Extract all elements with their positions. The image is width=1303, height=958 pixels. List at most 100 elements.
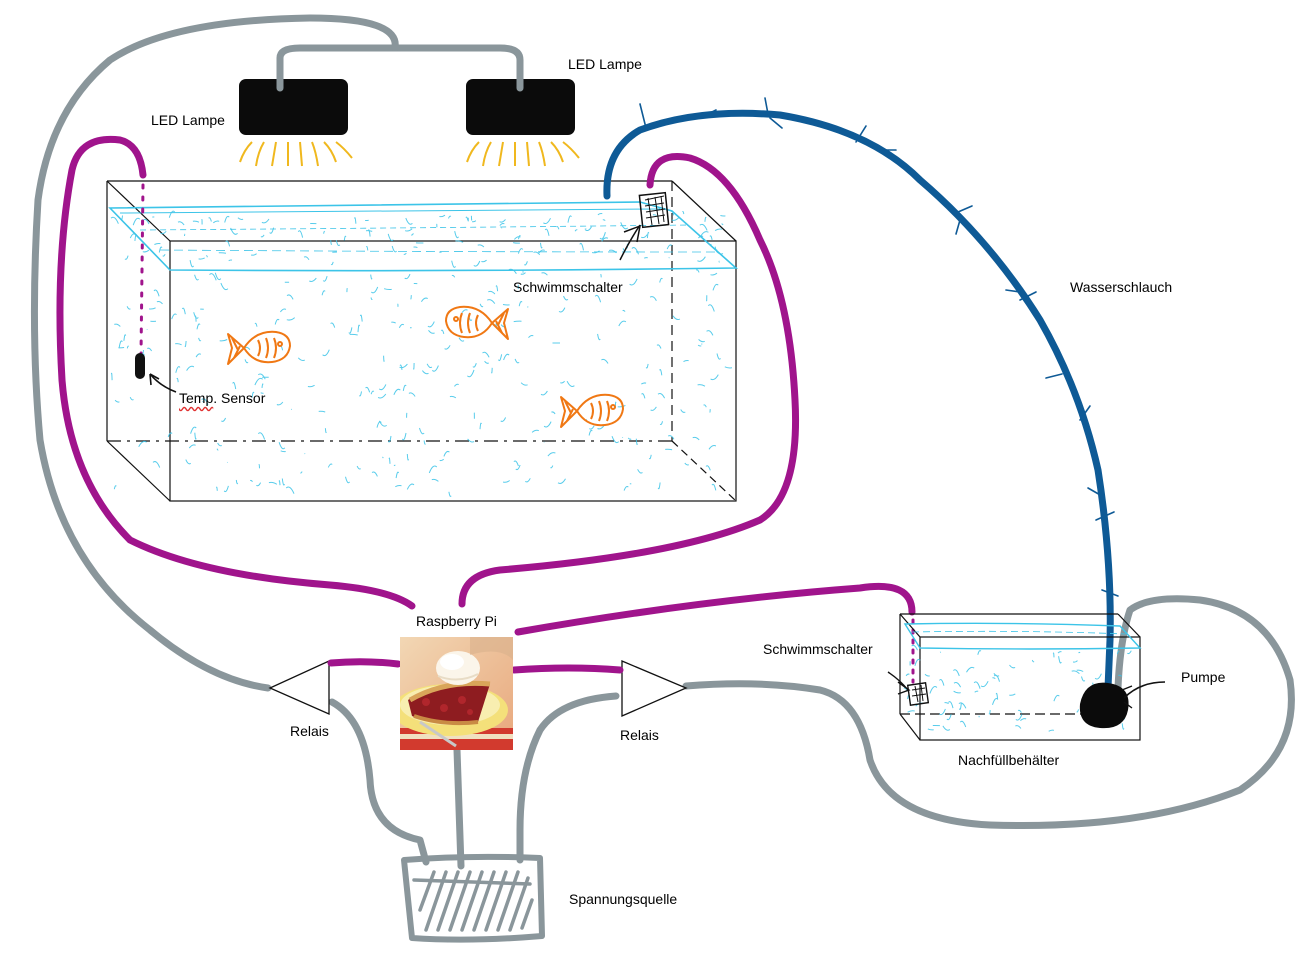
water-stroke bbox=[297, 230, 304, 238]
water-stroke bbox=[348, 327, 353, 334]
water-stroke bbox=[467, 369, 475, 378]
water-stroke bbox=[193, 312, 199, 319]
water-stroke bbox=[260, 392, 264, 394]
water-stroke bbox=[627, 437, 632, 440]
water-stroke bbox=[550, 465, 554, 469]
water-stroke bbox=[370, 297, 373, 300]
water-stroke bbox=[611, 436, 620, 444]
water-stroke bbox=[523, 261, 528, 266]
water-stroke bbox=[697, 384, 706, 387]
water-stroke bbox=[699, 223, 708, 231]
label-refill-tank: Nachfüllbehälter bbox=[958, 752, 1060, 768]
water-stroke bbox=[428, 329, 435, 334]
water-stroke bbox=[143, 218, 150, 225]
water-stroke bbox=[208, 217, 212, 222]
water-stroke bbox=[1072, 660, 1078, 663]
water-stroke bbox=[218, 252, 227, 254]
water-stroke bbox=[641, 382, 647, 385]
water-stroke bbox=[601, 358, 609, 364]
water-stroke bbox=[278, 442, 286, 450]
water-stroke bbox=[682, 210, 685, 215]
water-stroke bbox=[556, 226, 560, 230]
water-stroke bbox=[110, 216, 119, 224]
water-stroke bbox=[499, 222, 505, 226]
water-stroke bbox=[1116, 650, 1120, 655]
water-stroke bbox=[216, 448, 219, 451]
water-stroke bbox=[401, 432, 407, 441]
water-stroke bbox=[426, 363, 433, 369]
power-wires bbox=[30, 14, 1295, 870]
water-stroke bbox=[938, 708, 946, 716]
water-stroke bbox=[656, 344, 662, 349]
water-stroke bbox=[927, 728, 934, 731]
water-stroke bbox=[579, 242, 584, 251]
water-stroke bbox=[541, 272, 548, 276]
label-pump: Pumpe bbox=[1181, 669, 1226, 685]
water-stroke bbox=[413, 362, 415, 370]
water-stroke bbox=[154, 242, 161, 245]
water-stroke bbox=[439, 214, 446, 218]
water-stroke bbox=[297, 357, 305, 361]
water-stroke bbox=[914, 658, 921, 666]
aquarium-tank bbox=[106, 180, 737, 502]
water-stroke bbox=[1127, 650, 1132, 655]
water-stroke bbox=[538, 249, 545, 254]
water-stroke bbox=[126, 306, 131, 310]
water-stroke bbox=[110, 372, 113, 381]
water-stroke bbox=[465, 216, 469, 221]
water-stroke bbox=[398, 323, 405, 329]
water-stroke bbox=[278, 480, 281, 486]
water-stroke bbox=[544, 228, 550, 236]
water-stroke bbox=[698, 339, 705, 343]
relay-right-icon bbox=[621, 660, 688, 717]
water-stroke bbox=[697, 256, 706, 262]
water-stroke bbox=[327, 463, 333, 468]
water-stroke bbox=[585, 226, 592, 232]
water-stroke bbox=[589, 425, 595, 430]
water-stroke bbox=[649, 296, 657, 301]
water-stroke bbox=[666, 244, 673, 250]
water-stroke bbox=[597, 213, 603, 216]
water-stroke bbox=[671, 216, 680, 221]
water-stroke bbox=[631, 247, 639, 255]
water-stroke bbox=[391, 321, 396, 324]
water-stroke bbox=[354, 217, 357, 224]
power-supply-icon bbox=[401, 853, 545, 943]
water-stroke bbox=[508, 268, 517, 274]
water-stroke bbox=[929, 686, 938, 694]
water-stroke bbox=[959, 720, 967, 728]
water-stroke bbox=[209, 273, 217, 281]
water-stroke bbox=[1020, 718, 1027, 722]
water-stroke bbox=[113, 485, 117, 490]
water-stroke bbox=[467, 438, 475, 443]
water-stroke bbox=[461, 309, 468, 313]
water-stroke bbox=[198, 337, 202, 342]
water-stroke bbox=[939, 679, 945, 686]
water-stroke bbox=[309, 277, 317, 282]
water-stroke bbox=[185, 459, 192, 465]
water-stroke bbox=[473, 260, 481, 267]
water-stroke bbox=[230, 227, 238, 235]
water-stroke bbox=[692, 436, 700, 441]
water-stroke bbox=[370, 286, 379, 294]
pump-icon bbox=[1079, 681, 1166, 729]
water-stroke bbox=[388, 457, 391, 464]
water-stroke bbox=[499, 219, 506, 223]
water-stroke bbox=[403, 252, 407, 255]
water-stroke bbox=[251, 391, 255, 398]
water-stroke bbox=[531, 429, 539, 433]
water-stroke bbox=[482, 351, 490, 358]
water-stroke bbox=[705, 465, 711, 471]
water-stroke bbox=[423, 440, 426, 445]
water-stroke bbox=[495, 285, 499, 292]
water-stroke bbox=[345, 476, 351, 484]
water-stroke bbox=[391, 245, 398, 253]
water-stroke bbox=[176, 377, 179, 383]
water-stroke bbox=[335, 240, 341, 247]
water-stroke bbox=[708, 444, 717, 450]
water-stroke bbox=[629, 278, 638, 286]
water-stroke bbox=[566, 380, 575, 387]
water-stroke bbox=[318, 410, 326, 413]
water-stroke bbox=[641, 393, 646, 399]
water-stroke bbox=[268, 481, 278, 485]
